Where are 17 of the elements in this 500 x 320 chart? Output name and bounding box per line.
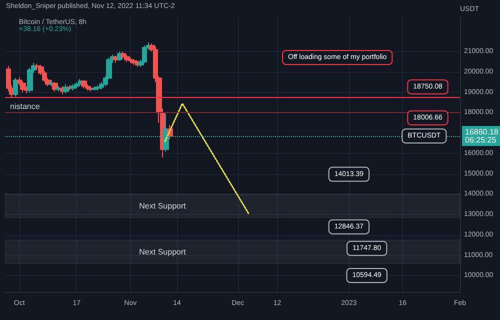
band-label: Next Support	[139, 247, 187, 256]
candlestick	[142, 45, 147, 64]
candlestick	[74, 82, 79, 89]
candlestick	[124, 54, 130, 62]
candlestick	[27, 67, 33, 93]
candlestick	[121, 51, 126, 60]
candlestick	[56, 86, 61, 92]
candlestick	[85, 84, 90, 91]
candlestick	[52, 82, 58, 92]
candlestick	[20, 80, 26, 93]
ref-line-label: 16860.18 06:25:25	[465, 127, 499, 144]
band-label: Next Support	[139, 201, 187, 210]
candlestick	[117, 51, 122, 62]
candlestick	[131, 58, 137, 66]
candlestick	[81, 80, 87, 89]
candlestick	[13, 78, 18, 97]
ref-line-label: nistance	[10, 102, 40, 111]
